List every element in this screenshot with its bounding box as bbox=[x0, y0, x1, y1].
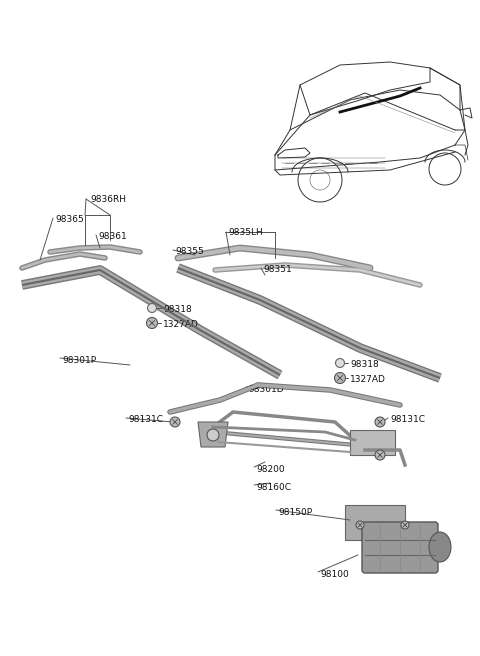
Text: 1327AD: 1327AD bbox=[163, 320, 199, 329]
Circle shape bbox=[401, 521, 409, 529]
Text: 98318: 98318 bbox=[163, 305, 192, 314]
Text: 98301P: 98301P bbox=[62, 356, 96, 365]
Text: 98361: 98361 bbox=[98, 232, 127, 241]
Text: 98351: 98351 bbox=[263, 265, 292, 274]
Text: 1327AD: 1327AD bbox=[350, 375, 386, 384]
Circle shape bbox=[375, 450, 385, 460]
Circle shape bbox=[356, 521, 364, 529]
Text: 98301D: 98301D bbox=[248, 385, 284, 394]
Text: 98100: 98100 bbox=[320, 570, 349, 579]
Ellipse shape bbox=[429, 532, 451, 562]
Polygon shape bbox=[350, 430, 395, 455]
Circle shape bbox=[335, 373, 346, 384]
Text: 98131C: 98131C bbox=[390, 415, 425, 424]
Circle shape bbox=[146, 318, 157, 329]
Text: 98318: 98318 bbox=[350, 360, 379, 369]
Text: 98355: 98355 bbox=[175, 247, 204, 256]
FancyBboxPatch shape bbox=[362, 522, 438, 573]
Text: 98150P: 98150P bbox=[278, 508, 312, 517]
Circle shape bbox=[375, 417, 385, 427]
Text: 98131C: 98131C bbox=[128, 415, 163, 424]
Circle shape bbox=[170, 417, 180, 427]
Text: 98200: 98200 bbox=[256, 465, 285, 474]
Circle shape bbox=[207, 429, 219, 441]
Text: 98160C: 98160C bbox=[256, 483, 291, 492]
FancyBboxPatch shape bbox=[345, 505, 405, 540]
Polygon shape bbox=[198, 422, 228, 447]
Text: 9836RH: 9836RH bbox=[90, 195, 126, 204]
Circle shape bbox=[336, 358, 345, 367]
Text: 9835LH: 9835LH bbox=[228, 228, 263, 237]
Text: 98365: 98365 bbox=[55, 215, 84, 224]
Circle shape bbox=[147, 304, 156, 312]
